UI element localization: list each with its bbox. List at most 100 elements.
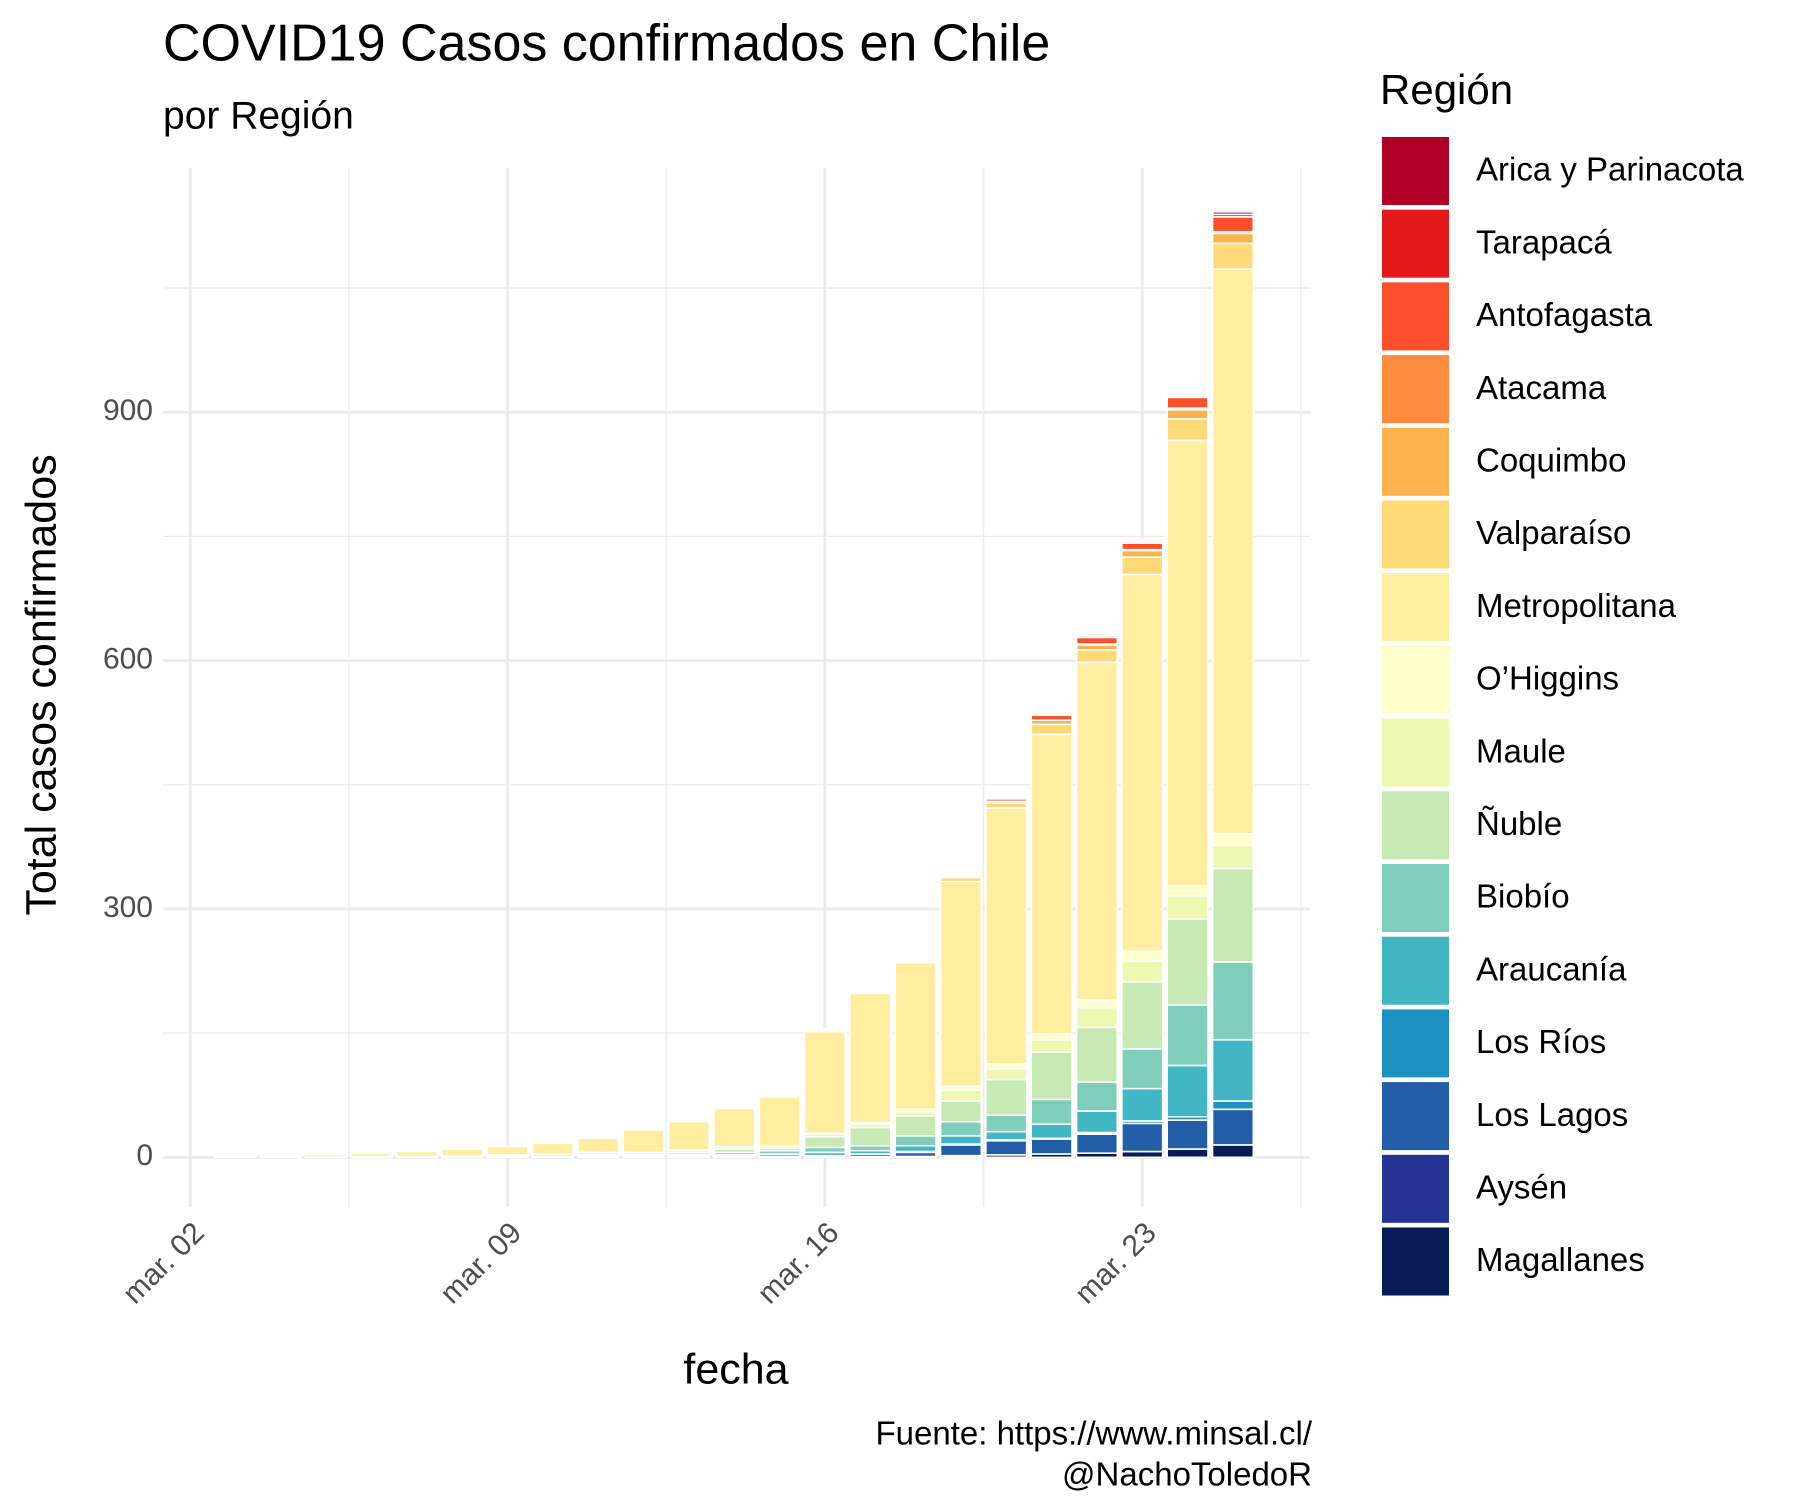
bar-segment [939, 1120, 983, 1137]
legend-key [1382, 1082, 1449, 1151]
legend-label: Maule [1476, 732, 1566, 769]
bar-segment [939, 1144, 983, 1157]
bar-segment [758, 1096, 801, 1147]
legend-key [1382, 137, 1449, 205]
bar-segment [1030, 1033, 1073, 1041]
y-tick-label: 900 [103, 394, 153, 427]
bar-segment [486, 1145, 529, 1156]
bar-segment [894, 1144, 937, 1153]
bar-segment [1075, 1133, 1119, 1154]
bar-segment [1121, 981, 1164, 1050]
legend-key [1382, 209, 1449, 278]
legend-key [1382, 282, 1449, 351]
legend-label: Los Ríos [1476, 1023, 1606, 1060]
bar-segment [1166, 439, 1209, 887]
y-tick-label: 300 [103, 891, 153, 924]
bar-segment [667, 1120, 711, 1151]
bar-segment [1211, 232, 1255, 245]
legend-key [1382, 573, 1449, 642]
bars [214, 211, 1255, 1159]
bar-segment [713, 1107, 756, 1148]
legend-label: Atacama [1476, 369, 1607, 406]
bar-segment [1030, 1123, 1073, 1140]
bar-segment [395, 1150, 439, 1158]
bar-segment [1075, 633, 1119, 637]
bar-segment [1166, 894, 1209, 920]
legend-key [1382, 500, 1449, 569]
bar-segment [531, 1142, 575, 1155]
bar-segment [1075, 1110, 1119, 1134]
bar-segment [1211, 211, 1255, 216]
bar-segment [1211, 242, 1255, 270]
bar-segment [1121, 960, 1164, 983]
bar-segment [939, 873, 983, 876]
bar-segment [985, 807, 1028, 1065]
bar-segment [1166, 408, 1209, 420]
bar-segment [713, 1106, 756, 1109]
bar-segment [939, 1100, 983, 1123]
bar-segment [1166, 1064, 1209, 1118]
bar-segment [803, 1135, 847, 1149]
bar-segment [803, 1028, 847, 1031]
legend-key [1382, 718, 1449, 787]
bar-segment [985, 1067, 1028, 1081]
caption: Fuente: https://www.minsal.cl/ [876, 1415, 1313, 1452]
bar-segment [985, 1114, 1028, 1133]
legend-key [1382, 791, 1449, 860]
bar-segment [1121, 1150, 1164, 1159]
legend-key [1382, 427, 1449, 496]
bar-segment [1211, 216, 1255, 233]
bar-segment [1075, 1006, 1119, 1029]
bar-segment [1075, 999, 1119, 1009]
bar-segment [1211, 1038, 1255, 1102]
bar-segment [1166, 393, 1209, 397]
bar-segment [1211, 1100, 1255, 1111]
bar-segment [1121, 542, 1164, 551]
bar-segment [1121, 1122, 1164, 1153]
bar-segment [1211, 1144, 1255, 1159]
bar-segment [259, 1154, 303, 1158]
legend-label: O’Higgins [1476, 660, 1619, 697]
legend-label: Araucanía [1476, 950, 1627, 987]
x-tick-label: mar. 09 [434, 1216, 528, 1310]
legend-label: Los Lagos [1476, 1096, 1628, 1133]
legend-key [1382, 1154, 1449, 1223]
y-tick-label: 0 [136, 1139, 153, 1172]
bar-segment [1121, 1048, 1164, 1090]
bar-segment [894, 1135, 937, 1147]
legend-label: Coquimbo [1476, 442, 1626, 479]
bar-segment [894, 959, 937, 962]
bar-segment [1075, 1026, 1119, 1083]
legend-label: Ñuble [1476, 805, 1562, 842]
bar-segment [1211, 832, 1255, 847]
caption: @NachoToledoR [1062, 1456, 1312, 1493]
legend-key [1382, 1227, 1449, 1296]
bar-segment [939, 880, 983, 1087]
bar-segment [758, 1094, 801, 1097]
bar-segment [849, 990, 892, 993]
bar-segment [1211, 867, 1255, 963]
legend-key [1382, 645, 1449, 714]
bar-segment [1166, 884, 1209, 897]
x-tick-label: mar. 16 [751, 1216, 845, 1310]
bar-segment [1121, 556, 1164, 576]
bar-segment [1121, 950, 1164, 962]
bar-segment [1075, 661, 1119, 1001]
bar-segment [305, 1153, 348, 1158]
legend-key [1382, 355, 1449, 424]
bar-segment [939, 1135, 983, 1145]
bar-segment [1030, 1098, 1073, 1126]
bar-segment [1030, 1038, 1073, 1053]
bar-segment [1075, 636, 1119, 645]
legend-key [1382, 936, 1449, 1005]
bar-segment [441, 1148, 484, 1157]
legend-label: Antofagasta [1476, 296, 1653, 333]
bar-segment [939, 1089, 983, 1102]
x-axis-title: fecha [683, 1345, 788, 1393]
y-axis-title: Total casos confirmados [17, 454, 65, 915]
bar-segment [1121, 573, 1164, 952]
bar-segment [1075, 1081, 1119, 1112]
bar-segment [849, 1126, 892, 1147]
bar-segment [1166, 918, 1209, 1006]
